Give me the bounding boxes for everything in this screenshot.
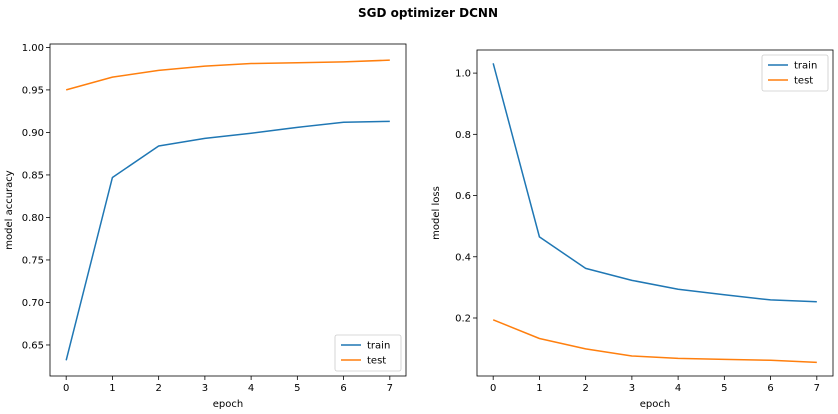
x-tick-label: 6 xyxy=(767,383,773,394)
x-axis-label: epoch xyxy=(640,399,670,410)
x-tick-label: 6 xyxy=(340,383,346,394)
y-tick-label: 0.6 xyxy=(455,191,471,202)
y-tick-label: 0.90 xyxy=(22,128,44,139)
y-tick-label: 0.8 xyxy=(455,130,471,141)
x-tick-label: 0 xyxy=(63,383,69,394)
series-line-train xyxy=(492,63,817,303)
y-tick-label: 1.0 xyxy=(455,69,471,80)
x-tick-label: 7 xyxy=(387,383,393,394)
y-tick-label: 0.70 xyxy=(22,298,44,309)
x-tick-label: 3 xyxy=(202,383,208,394)
x-tick-label: 3 xyxy=(629,383,635,394)
series-line-test xyxy=(492,319,817,364)
x-tick-label: 2 xyxy=(155,383,161,394)
y-tick-label: 0.80 xyxy=(22,213,44,224)
y-tick-label: 0.95 xyxy=(22,85,44,96)
legend-label-train: train xyxy=(367,341,390,352)
x-tick-label: 5 xyxy=(294,383,300,394)
legend-label-test: test xyxy=(794,76,813,87)
series-line-train xyxy=(65,120,390,361)
legend-label-test: test xyxy=(367,356,386,367)
y-tick-label: 0.4 xyxy=(455,252,471,263)
legend-label-train: train xyxy=(794,61,817,72)
x-tick-label: 2 xyxy=(582,383,588,394)
y-tick-label: 0.75 xyxy=(22,255,44,266)
series-line-test xyxy=(65,59,390,91)
y-axis-label: model accuracy xyxy=(4,170,15,250)
plot-area xyxy=(476,49,834,377)
x-tick-label: 1 xyxy=(109,383,115,394)
y-axis-label: model loss xyxy=(431,186,442,240)
y-tick-label: 1.00 xyxy=(22,43,44,54)
accuracy-chart: 0 1 2 3 4 5 6 7 0.65 0.70 0.75 0.80 0.85 0.90 0.95 1.00… xyxy=(4,43,407,410)
x-tick-label: 5 xyxy=(721,383,727,394)
legend: train test xyxy=(334,334,402,372)
x-tick-label: 4 xyxy=(675,383,681,394)
figure-title: SGD optimizer DCNN xyxy=(358,6,498,20)
legend-box xyxy=(334,334,402,372)
x-tick-label: 4 xyxy=(248,383,254,394)
x-tick-label: 0 xyxy=(490,383,496,394)
y-tick-label: 0.65 xyxy=(22,340,44,351)
y-tick-label: 0.85 xyxy=(22,170,44,181)
plot-area xyxy=(49,43,407,377)
legend-box xyxy=(761,54,829,92)
x-tick-label: 7 xyxy=(814,383,820,394)
loss-chart: 0 1 2 3 4 5 6 7 0.2 0.4 0.6 0.8 1.0 epoch model loss tr… xyxy=(431,49,834,410)
legend: train test xyxy=(761,54,829,92)
y-tick-label: 0.2 xyxy=(455,313,471,324)
x-axis-label: epoch xyxy=(213,399,243,410)
x-tick-label: 1 xyxy=(536,383,542,394)
